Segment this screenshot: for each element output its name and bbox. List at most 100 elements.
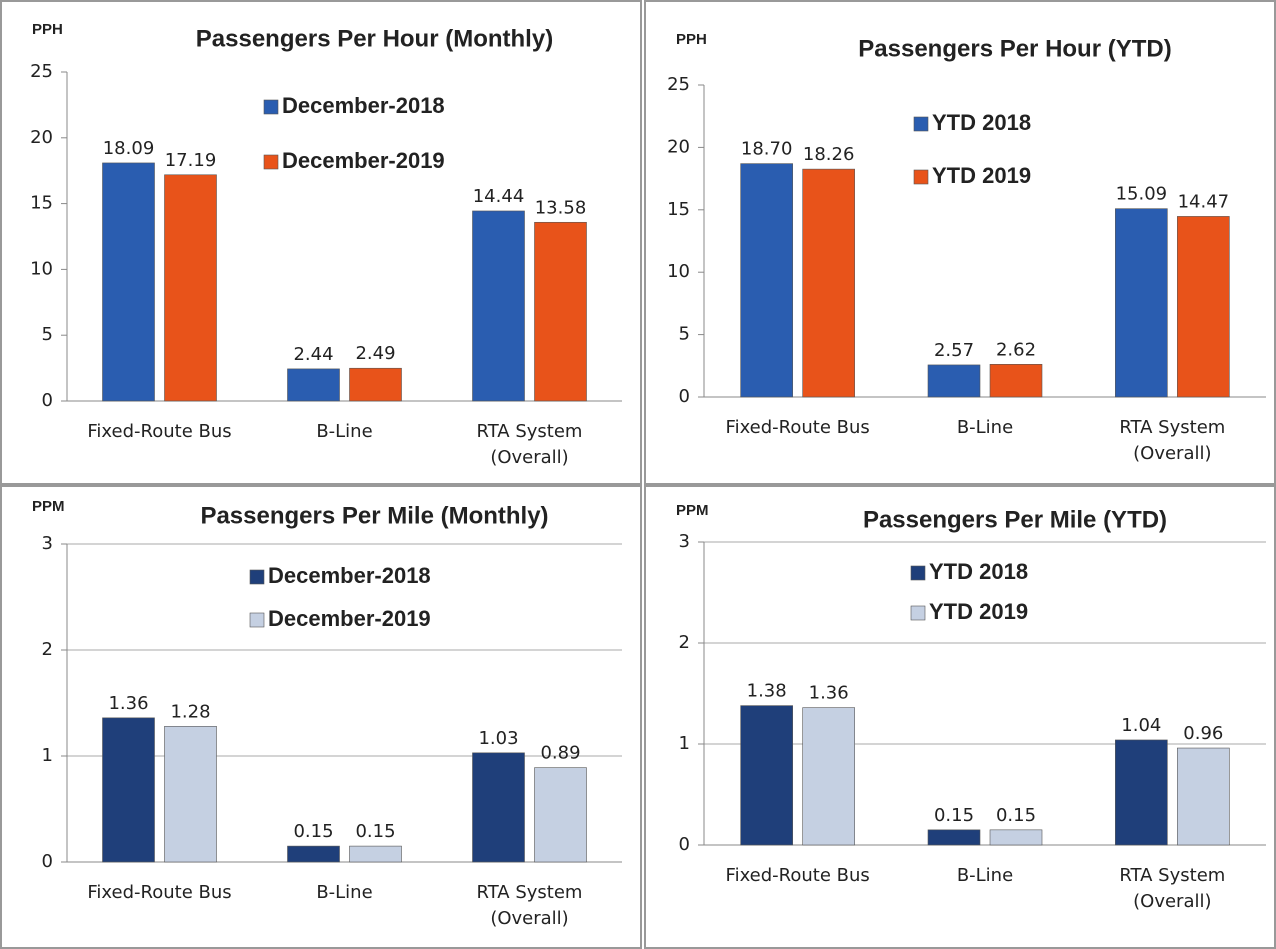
bar [102,717,155,863]
y-tick-label: 3 [679,531,690,552]
bar [1177,216,1230,398]
y-tick-label: 5 [679,324,690,345]
y-tick-label: 1 [42,745,53,766]
legend-label: YTD 2019 [932,163,1031,188]
data-label: 0.15 [934,805,974,826]
y-tick-label: 1 [679,733,690,754]
data-label: 1.38 [747,681,787,702]
data-label: 0.15 [293,821,333,842]
y-tick-label: 25 [30,61,53,82]
data-label: 1.03 [478,728,518,749]
x-tick-label: RTA System (Overall) [476,421,583,468]
y-tick-label: 5 [42,324,53,345]
data-label: 18.26 [803,144,855,165]
x-tick-label: B-Line [316,882,373,903]
chart-panel: Passengers Per Mile (Monthly) PPM 0 1 2 3 1.36… [0,485,642,949]
chart: Passengers Per Mile (Monthly) PPM 0 1 2 3 1.36… [32,498,622,872]
legend-label: December-2019 [282,148,445,173]
data-label: 2.62 [996,339,1036,360]
y-tick-label: 0 [42,851,53,872]
legend-swatch [910,605,926,621]
bar [349,367,402,402]
bar [802,707,855,846]
data-label: 14.44 [473,186,525,207]
y-tick-label: 2 [42,639,53,660]
y-tick-label: 10 [667,261,690,282]
bar [989,364,1043,398]
y-axis-label: PPH [32,21,63,38]
y-tick-label: 3 [42,533,53,554]
data-label: 18.70 [741,139,793,160]
bar [102,162,155,402]
data-label: 0.15 [355,821,395,842]
bar [287,845,340,863]
data-label: 17.19 [165,150,217,171]
bar [740,163,793,398]
x-tick-label: Fixed-Route Bus [725,865,870,886]
chart-title: Passengers Per Mile (YTD) [863,506,1167,533]
legend-swatch [913,169,929,185]
chart-panel: Passengers Per Mile (YTD) PPM 0 1 2 3 1.38 1.36… [644,485,1276,949]
bar [472,210,525,402]
data-label: 1.28 [170,701,210,722]
x-tick-label: B-Line [956,865,1014,886]
y-tick-label: 0 [42,390,53,411]
legend-swatch [263,154,279,170]
data-label: 2.44 [293,344,333,365]
y-tick-label: 10 [30,258,53,279]
data-label: 2.49 [355,343,395,364]
chart: Passengers Per Hour (YTD) PPH 0 5 10 15 20 25 18… [667,31,1266,407]
y-tick-label: 0 [679,386,690,407]
y-axis-label: PPM [676,502,709,519]
bar [1177,747,1230,846]
bar [1115,208,1168,398]
data-label: 0.15 [996,805,1036,826]
y-tick-label: 20 [667,136,690,157]
data-label: 18.09 [103,138,155,159]
x-tick-label: Fixed-Route Bus [725,417,870,438]
x-tick-label: Fixed-Route Bus [87,882,232,903]
bar [349,845,402,863]
bar [1115,739,1168,846]
bar [740,705,793,846]
data-label: 13.58 [535,197,587,218]
data-label: 1.36 [809,683,849,704]
bar [802,168,855,398]
chart-title: Passengers Per Hour (YTD) [858,35,1171,62]
y-axis-label: PPM [32,498,65,515]
legend-swatch [913,116,929,132]
chart-panel: Passengers Per Hour (YTD) PPH 0 5 10 15 20 25 18… [644,0,1276,485]
bar [287,368,340,402]
legend-label: YTD 2018 [932,110,1031,135]
y-axis-label: PPH [676,31,707,48]
y-tick-label: 2 [679,632,690,653]
x-tick-label: B-Line [316,421,373,442]
y-tick-label: 15 [30,193,53,214]
chart-title: Passengers Per Hour (Monthly) [196,25,553,52]
legend-label: December-2019 [268,606,431,631]
bar [927,364,981,398]
bar [927,829,981,846]
data-label: 0.96 [1183,723,1223,744]
bar [534,221,587,402]
data-label: 14.47 [1178,191,1230,212]
legend-label: YTD 2019 [929,599,1028,624]
legend-label: December-2018 [268,563,431,588]
legend-swatch [910,565,926,581]
data-label: 0.89 [540,743,580,764]
y-tick-label: 0 [679,834,690,855]
x-tick-label: RTA System (Overall) [1119,417,1226,464]
x-tick-label: Fixed-Route Bus [87,421,232,442]
data-label: 1.36 [108,693,148,714]
bar [164,174,217,402]
data-label: 15.09 [1116,184,1168,205]
legend-swatch [249,612,265,628]
legend-label: YTD 2018 [929,559,1028,584]
bar [989,829,1043,846]
data-label: 1.04 [1121,715,1161,736]
x-tick-label: RTA System (Overall) [476,882,583,929]
x-tick-label: B-Line [956,417,1014,438]
bar [164,726,217,863]
legend-swatch [263,99,279,115]
